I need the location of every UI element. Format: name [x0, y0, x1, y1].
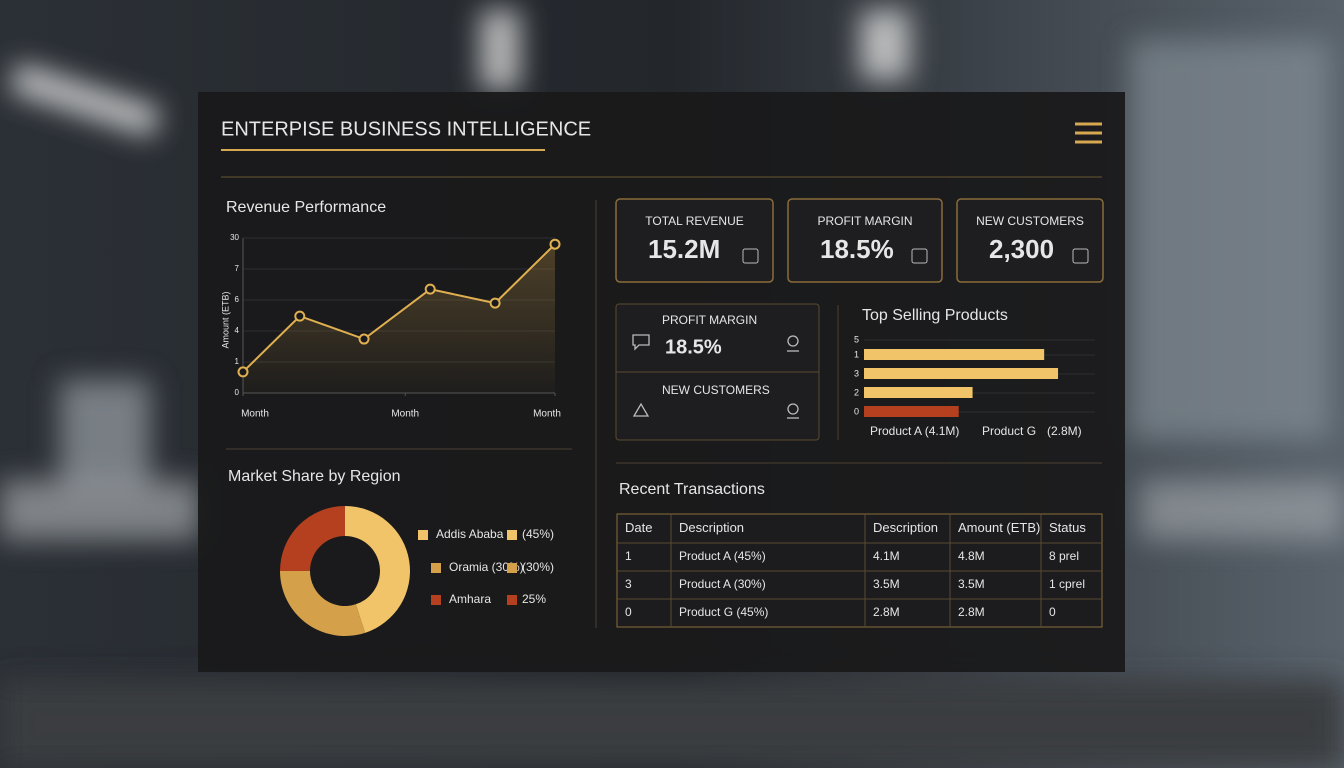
- kpi-icon: [911, 248, 928, 264]
- legend-swatch: [507, 595, 517, 605]
- legend-value: (30%): [522, 560, 554, 574]
- point: [549, 238, 561, 250]
- table-cell: 1 cprel: [1049, 577, 1085, 591]
- y-tick-label: 2: [854, 387, 859, 397]
- legend-swatch: [418, 530, 428, 540]
- legend-value: (45%): [522, 527, 554, 541]
- line: [242, 243, 556, 373]
- table-cell: 8 prel: [1049, 549, 1079, 563]
- y-tick-label: 4: [235, 326, 240, 335]
- legend-value: 25%: [522, 592, 546, 606]
- menu-button[interactable]: [1075, 122, 1102, 144]
- table-cell: 2.8M: [958, 605, 985, 619]
- x-label: Product G: [982, 424, 1036, 438]
- chart-title: Market Share by Region: [228, 468, 401, 485]
- bar: [864, 368, 1059, 379]
- legend-label: Oramia (30%): [449, 560, 524, 574]
- point: [294, 310, 306, 322]
- kpi-card: [615, 198, 774, 283]
- chart-title: Revenue Performance: [226, 199, 386, 216]
- y-tick-label: 30: [230, 233, 239, 242]
- table-cell: 1: [625, 549, 632, 563]
- y-tick-label: 5: [854, 334, 859, 344]
- legend-label: Addis Ababa: [436, 527, 504, 541]
- table-cell: 4.1M: [873, 549, 900, 563]
- table-cell: 3: [625, 577, 632, 591]
- y-tick-label: 0: [854, 406, 859, 416]
- donut-slice: [280, 506, 345, 571]
- y-axis-label: Amount (ETB): [220, 291, 230, 348]
- kpi-value: 18.5%: [820, 234, 894, 264]
- point: [489, 297, 501, 309]
- y-tick-label: 6: [235, 295, 240, 304]
- table-cell: 0: [1049, 605, 1056, 619]
- x-tick-label: Month: [391, 409, 419, 420]
- table-header: Description: [679, 520, 744, 535]
- icons: [632, 334, 799, 419]
- table-header: Amount (ETB): [958, 520, 1040, 535]
- x-tick-label: Month: [533, 409, 561, 420]
- card-value: 18.5%: [665, 336, 722, 358]
- donut-slice: [280, 571, 366, 636]
- y-tick-label: 3: [854, 368, 859, 378]
- kpi-card: [956, 198, 1104, 283]
- card-label: PROFIT MARGIN: [662, 313, 757, 327]
- point: [424, 283, 436, 295]
- kpi-icon: [1072, 248, 1089, 264]
- line-area: [243, 244, 555, 393]
- kpi-card: [787, 198, 943, 283]
- table-header: Date: [625, 520, 652, 535]
- y-tick-label: 1: [854, 349, 859, 359]
- y-tick-label: 0: [235, 388, 240, 397]
- table-header: Description: [873, 520, 938, 535]
- legend-label: Amhara: [449, 592, 491, 606]
- table-cell: Product G (45%): [679, 605, 768, 619]
- table-cell: Product A (30%): [679, 577, 766, 591]
- bar: [864, 406, 959, 417]
- card-label: NEW CUSTOMERS: [662, 383, 770, 397]
- point: [237, 366, 249, 378]
- table-cell: 0: [625, 605, 632, 619]
- point: [358, 333, 370, 345]
- x-tick-label: Month: [241, 409, 269, 420]
- kpi-value: 15.2M: [648, 234, 720, 264]
- kpi-icon: [742, 248, 759, 264]
- donut-slice: [345, 506, 411, 633]
- x-label: (2.8M): [1047, 424, 1082, 438]
- table-cell: 2.8M: [873, 605, 900, 619]
- table-cell: 3.5M: [873, 577, 900, 591]
- table-header: Status: [1049, 520, 1086, 535]
- kpi-value: 2,300: [989, 234, 1054, 264]
- legend-swatch: [431, 563, 441, 573]
- kpi-label: TOTAL REVENUE: [645, 214, 743, 228]
- x-label: Product A (4.1M): [870, 424, 959, 438]
- y-tick-label: 7: [235, 264, 240, 273]
- table-title: Recent Transactions: [619, 481, 765, 498]
- table-cell: 4.8M: [958, 549, 985, 563]
- y-tick-label: 1: [235, 357, 240, 366]
- kpi-label: NEW CUSTOMERS: [976, 214, 1084, 228]
- table-cell: 3.5M: [958, 577, 985, 591]
- legend-swatch: [507, 530, 517, 540]
- app-title: ENTERPISE BUSINESS INTELLIGENCE: [221, 118, 591, 140]
- legend-swatch: [431, 595, 441, 605]
- table-cell: Product A (45%): [679, 549, 766, 563]
- bar: [864, 387, 973, 398]
- kpi-label: PROFIT MARGIN: [817, 214, 912, 228]
- bar: [864, 349, 1045, 360]
- legend-swatch: [507, 563, 517, 573]
- chart-title: Top Selling Products: [862, 307, 1008, 324]
